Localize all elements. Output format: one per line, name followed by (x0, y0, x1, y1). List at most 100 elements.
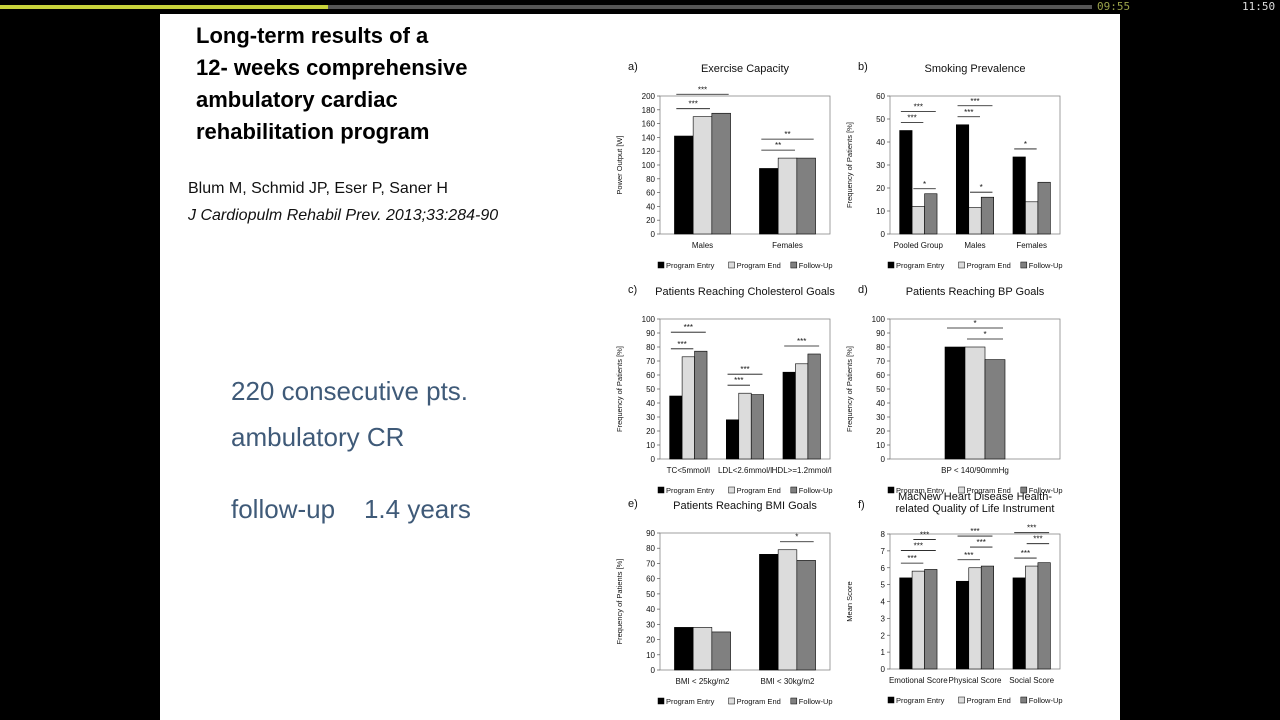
bar (984, 359, 1006, 460)
significance-label: *** (688, 100, 697, 109)
legend-swatch (657, 486, 665, 494)
y-tick-label: 40 (646, 202, 655, 211)
slide-title: Long-term results of a 12- weeks compreh… (196, 23, 468, 144)
y-axis-label: Frequency of Patients [%] (845, 346, 854, 432)
y-tick-label: 80 (646, 544, 655, 553)
significance-label: * (980, 183, 983, 192)
bar (674, 135, 694, 235)
legend-swatch (728, 486, 735, 494)
legend-label: Follow-Up (799, 697, 833, 706)
bar (1012, 156, 1026, 235)
legend-label: Program Entry (896, 696, 945, 705)
x-tick-label: Pooled Group (894, 241, 944, 250)
bar (795, 363, 809, 460)
x-tick-label: Social Score (1009, 676, 1054, 685)
legend-swatch (790, 697, 798, 705)
y-tick-label: 100 (642, 315, 656, 324)
x-tick-label: Males (692, 241, 713, 250)
chart-title: Exercise Capacity (701, 63, 790, 75)
y-tick-label: 40 (876, 138, 885, 147)
bar (796, 157, 816, 235)
legend-label: Program End (967, 486, 1011, 495)
panel-label: a) (628, 61, 638, 73)
y-tick-label: 60 (876, 371, 885, 380)
significance-label: *** (914, 103, 923, 112)
significance-label: * (923, 180, 926, 189)
legend-label: Follow-Up (1029, 261, 1063, 270)
significance-label: *** (1033, 535, 1042, 544)
significance-label: * (973, 319, 976, 328)
y-tick-label: 20 (876, 427, 885, 436)
legend-swatch (790, 261, 798, 269)
bar (777, 549, 798, 671)
y-tick-label: 180 (642, 106, 656, 115)
x-tick-label: Physical Score (949, 676, 1002, 685)
legend-label: Follow-Up (1029, 486, 1063, 495)
y-tick-label: 200 (642, 92, 656, 101)
bar (738, 392, 752, 460)
bar (968, 207, 982, 235)
y-tick-label: 40 (646, 605, 655, 614)
stat-follow-up: follow-up 1.4 years (231, 494, 471, 524)
y-axis-label: Frequency of Patients [%] (845, 122, 854, 208)
y-tick-label: 60 (646, 371, 655, 380)
slide-journal: J Cardiopulm Rehabil Prev. 2013;33:284-9… (188, 207, 499, 224)
current-time: 09:55 (1097, 0, 1131, 13)
y-tick-label: 20 (646, 636, 655, 645)
y-tick-label: 7 (881, 547, 886, 556)
y-tick-label: 80 (876, 343, 885, 352)
chart-title: Smoking Prevalence (925, 63, 1026, 75)
stat-program: ambulatory CR (231, 422, 405, 452)
bar (911, 570, 925, 670)
y-tick-label: 2 (881, 631, 886, 640)
x-tick-label: Emotional Score (889, 676, 948, 685)
significance-label: *** (914, 541, 923, 550)
y-axis-label: Frequency of Patients [%] (615, 559, 624, 645)
significance-label: *** (970, 97, 979, 106)
significance-label: ** (775, 141, 781, 150)
x-tick-label: Females (772, 241, 803, 250)
legend-label: Program Entry (896, 261, 945, 270)
x-tick-label: BMI < 30kg/m2 (760, 677, 815, 686)
legend-swatch (657, 697, 665, 705)
legend-label: Follow-Up (799, 486, 833, 495)
y-tick-label: 90 (646, 529, 655, 538)
panel-label: f) (858, 499, 865, 511)
seek-bar[interactable] (0, 5, 1092, 9)
presentation-slide: Long-term results of a 12- weeks compreh… (160, 14, 1120, 720)
significance-label: * (795, 533, 798, 542)
y-tick-label: 90 (646, 329, 655, 338)
significance-label: *** (1027, 524, 1036, 533)
y-tick-label: 3 (881, 614, 886, 623)
y-tick-label: 20 (646, 216, 655, 225)
y-axis-label: Mean Score (845, 581, 854, 621)
y-tick-label: 30 (876, 161, 885, 170)
y-tick-label: 70 (646, 357, 655, 366)
y-tick-label: 0 (881, 665, 886, 674)
bar (796, 560, 816, 671)
legend-swatch (790, 486, 798, 494)
y-tick-label: 20 (646, 427, 655, 436)
y-tick-label: 10 (876, 207, 885, 216)
x-tick-label: TC<5mmol/l (667, 466, 711, 475)
significance-label: *** (970, 527, 979, 536)
significance-label: *** (977, 538, 986, 547)
y-tick-label: 100 (872, 315, 886, 324)
significance-label: *** (740, 365, 749, 374)
bar (964, 346, 986, 460)
chart-title: Patients Reaching BP Goals (906, 286, 1045, 298)
y-tick-label: 60 (876, 92, 885, 101)
y-tick-label: 80 (646, 175, 655, 184)
panel-label: e) (628, 498, 638, 510)
bar (899, 577, 913, 670)
y-tick-label: 50 (876, 385, 885, 394)
significance-label: * (983, 330, 986, 339)
bar (711, 631, 731, 671)
y-tick-label: 60 (646, 189, 655, 198)
y-tick-label: 30 (876, 413, 885, 422)
y-tick-label: 80 (646, 343, 655, 352)
significance-label: *** (964, 551, 973, 560)
bar (980, 565, 995, 670)
y-tick-label: 10 (646, 651, 655, 660)
significance-label: *** (964, 108, 973, 117)
